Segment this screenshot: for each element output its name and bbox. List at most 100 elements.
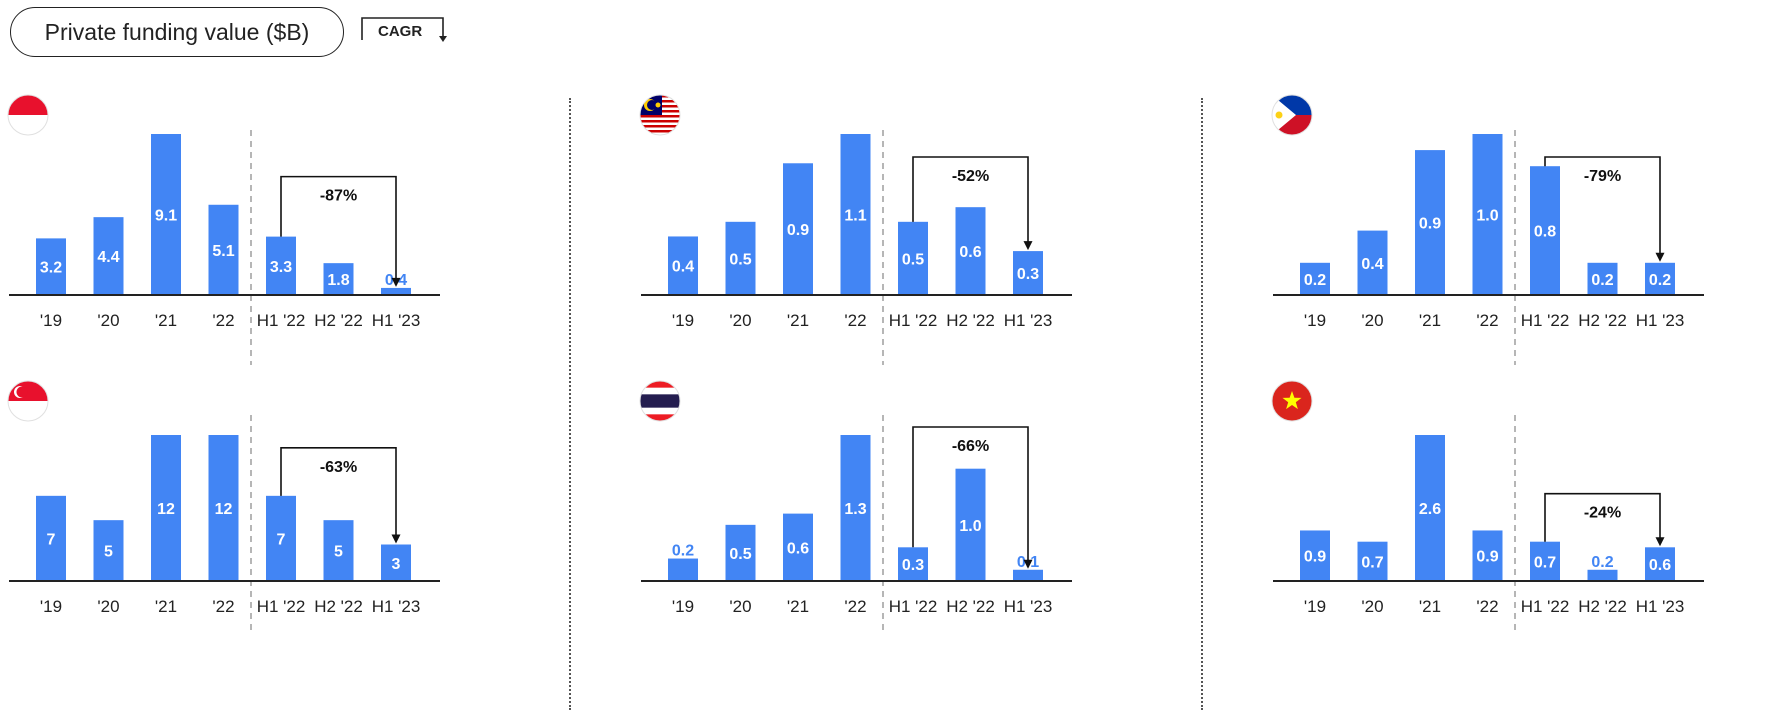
value-label: 0.5 bbox=[729, 546, 751, 563]
vietnam-chart: 0.9 '19 0.7 '20 2.6 '21 0.9 '22 0.7 H1 '22 0.2 H2 '… bbox=[1271, 380, 1704, 632]
value-label: 0.2 bbox=[1591, 554, 1613, 571]
tick-label: '22 bbox=[212, 311, 234, 330]
bar bbox=[1357, 230, 1388, 295]
philippines-chart: 0.2 '19 0.4 '20 0.9 '21 1.0 '22 0.8 H1 '22 0.2 H2 '… bbox=[1271, 94, 1704, 365]
value-label: 1.0 bbox=[1476, 208, 1498, 225]
philippines-flag-icon bbox=[1271, 94, 1313, 136]
bar bbox=[323, 263, 354, 295]
value-label: 3.2 bbox=[40, 260, 62, 277]
tick-label: '19 bbox=[40, 597, 62, 616]
cagr-value: -79% bbox=[1584, 168, 1621, 185]
bar bbox=[1300, 262, 1330, 295]
bar bbox=[955, 207, 986, 295]
value-label: 2.6 bbox=[1419, 501, 1441, 518]
tick-label: '19 bbox=[40, 311, 62, 330]
tick-label: '22 bbox=[844, 311, 866, 330]
tick-label: '20 bbox=[729, 597, 751, 616]
value-label: 0.2 bbox=[1304, 272, 1326, 289]
bar bbox=[1587, 262, 1618, 295]
value-label: 1.1 bbox=[844, 208, 866, 225]
tick-label: H1 '22 bbox=[889, 311, 938, 330]
cagr-legend: CAGR bbox=[358, 14, 458, 48]
singapore-flag-icon bbox=[7, 380, 49, 422]
tick-label: '21 bbox=[155, 597, 177, 616]
value-label: 0.6 bbox=[787, 540, 809, 557]
value-label: 1.0 bbox=[959, 518, 981, 535]
bar bbox=[1530, 166, 1560, 295]
tick-label: '22 bbox=[1476, 597, 1498, 616]
bar bbox=[381, 544, 411, 581]
bar bbox=[783, 513, 813, 581]
bar bbox=[1013, 569, 1043, 581]
bar bbox=[668, 236, 698, 295]
bar bbox=[1645, 262, 1675, 295]
tick-label: H1 '22 bbox=[1521, 597, 1570, 616]
cagr-legend-label: CAGR bbox=[378, 23, 423, 40]
tick-label: '20 bbox=[97, 311, 119, 330]
bar bbox=[898, 547, 928, 581]
bar bbox=[898, 221, 928, 295]
tick-label: H1 '22 bbox=[889, 597, 938, 616]
malaysia-chart: 0.4 '19 0.5 '20 0.9 '21 1.1 '22 0.5 H1 '22 0.6 H2 '… bbox=[639, 94, 1072, 365]
cagr-value: -66% bbox=[952, 438, 989, 455]
tick-label: '21 bbox=[787, 311, 809, 330]
legend-title: Private funding value ($B) bbox=[10, 7, 344, 57]
thailand-flag-icon bbox=[639, 380, 681, 422]
bar bbox=[1415, 435, 1445, 581]
bar bbox=[1472, 530, 1503, 581]
tick-label: H2 '22 bbox=[1578, 597, 1627, 616]
value-label: 0.6 bbox=[1649, 557, 1671, 574]
value-label: 0.9 bbox=[787, 222, 809, 239]
bar bbox=[1300, 530, 1330, 581]
tick-label: '20 bbox=[97, 597, 119, 616]
value-label: 0.5 bbox=[902, 251, 924, 268]
value-label: 12 bbox=[157, 501, 175, 518]
cagr-bracket bbox=[1544, 492, 1665, 547]
bar bbox=[840, 435, 871, 581]
cagr-bracket bbox=[912, 426, 1033, 569]
tick-label: H1 '22 bbox=[1521, 311, 1570, 330]
cagr-value: -52% bbox=[952, 168, 989, 185]
bar bbox=[208, 204, 239, 295]
tick-label: '22 bbox=[1476, 311, 1498, 330]
indonesia-flag-icon bbox=[7, 94, 49, 136]
value-label: 0.2 bbox=[1649, 272, 1671, 289]
value-label: 0.9 bbox=[1419, 216, 1441, 233]
tick-label: H2 '22 bbox=[314, 311, 363, 330]
value-label: 0.7 bbox=[1534, 554, 1556, 571]
value-label: 0.9 bbox=[1476, 549, 1498, 566]
bar bbox=[1530, 541, 1560, 581]
bar bbox=[1472, 134, 1503, 295]
tick-label: '20 bbox=[1361, 597, 1383, 616]
tick-label: '21 bbox=[787, 597, 809, 616]
cagr-value: -87% bbox=[320, 188, 357, 205]
bar bbox=[151, 435, 181, 581]
tick-label: '22 bbox=[212, 597, 234, 616]
value-label: 0.2 bbox=[1591, 272, 1613, 289]
tick-label: H2 '22 bbox=[946, 311, 995, 330]
tick-label: '19 bbox=[1304, 597, 1326, 616]
column-separator bbox=[569, 98, 571, 710]
tick-label: H1 '23 bbox=[372, 311, 421, 330]
cagr-bracket bbox=[912, 156, 1033, 251]
bar bbox=[93, 520, 124, 581]
value-label: 3 bbox=[392, 556, 401, 573]
value-label: 5.1 bbox=[212, 243, 234, 260]
tick-label: H1 '23 bbox=[1636, 597, 1685, 616]
tick-label: H2 '22 bbox=[946, 597, 995, 616]
bar bbox=[783, 163, 813, 295]
bar bbox=[1645, 547, 1675, 581]
value-label: 0.3 bbox=[1017, 266, 1039, 283]
bar bbox=[725, 524, 756, 581]
cagr-arrow-icon bbox=[361, 17, 447, 42]
tick-label: '19 bbox=[672, 311, 694, 330]
bar bbox=[151, 134, 181, 295]
tick-label: '21 bbox=[1419, 311, 1441, 330]
tick-label: H2 '22 bbox=[1578, 311, 1627, 330]
value-label: 0.2 bbox=[672, 543, 694, 560]
bar bbox=[668, 558, 698, 581]
tick-label: H2 '22 bbox=[314, 597, 363, 616]
bar bbox=[208, 435, 239, 581]
tick-label: '19 bbox=[672, 597, 694, 616]
bar bbox=[725, 221, 756, 295]
